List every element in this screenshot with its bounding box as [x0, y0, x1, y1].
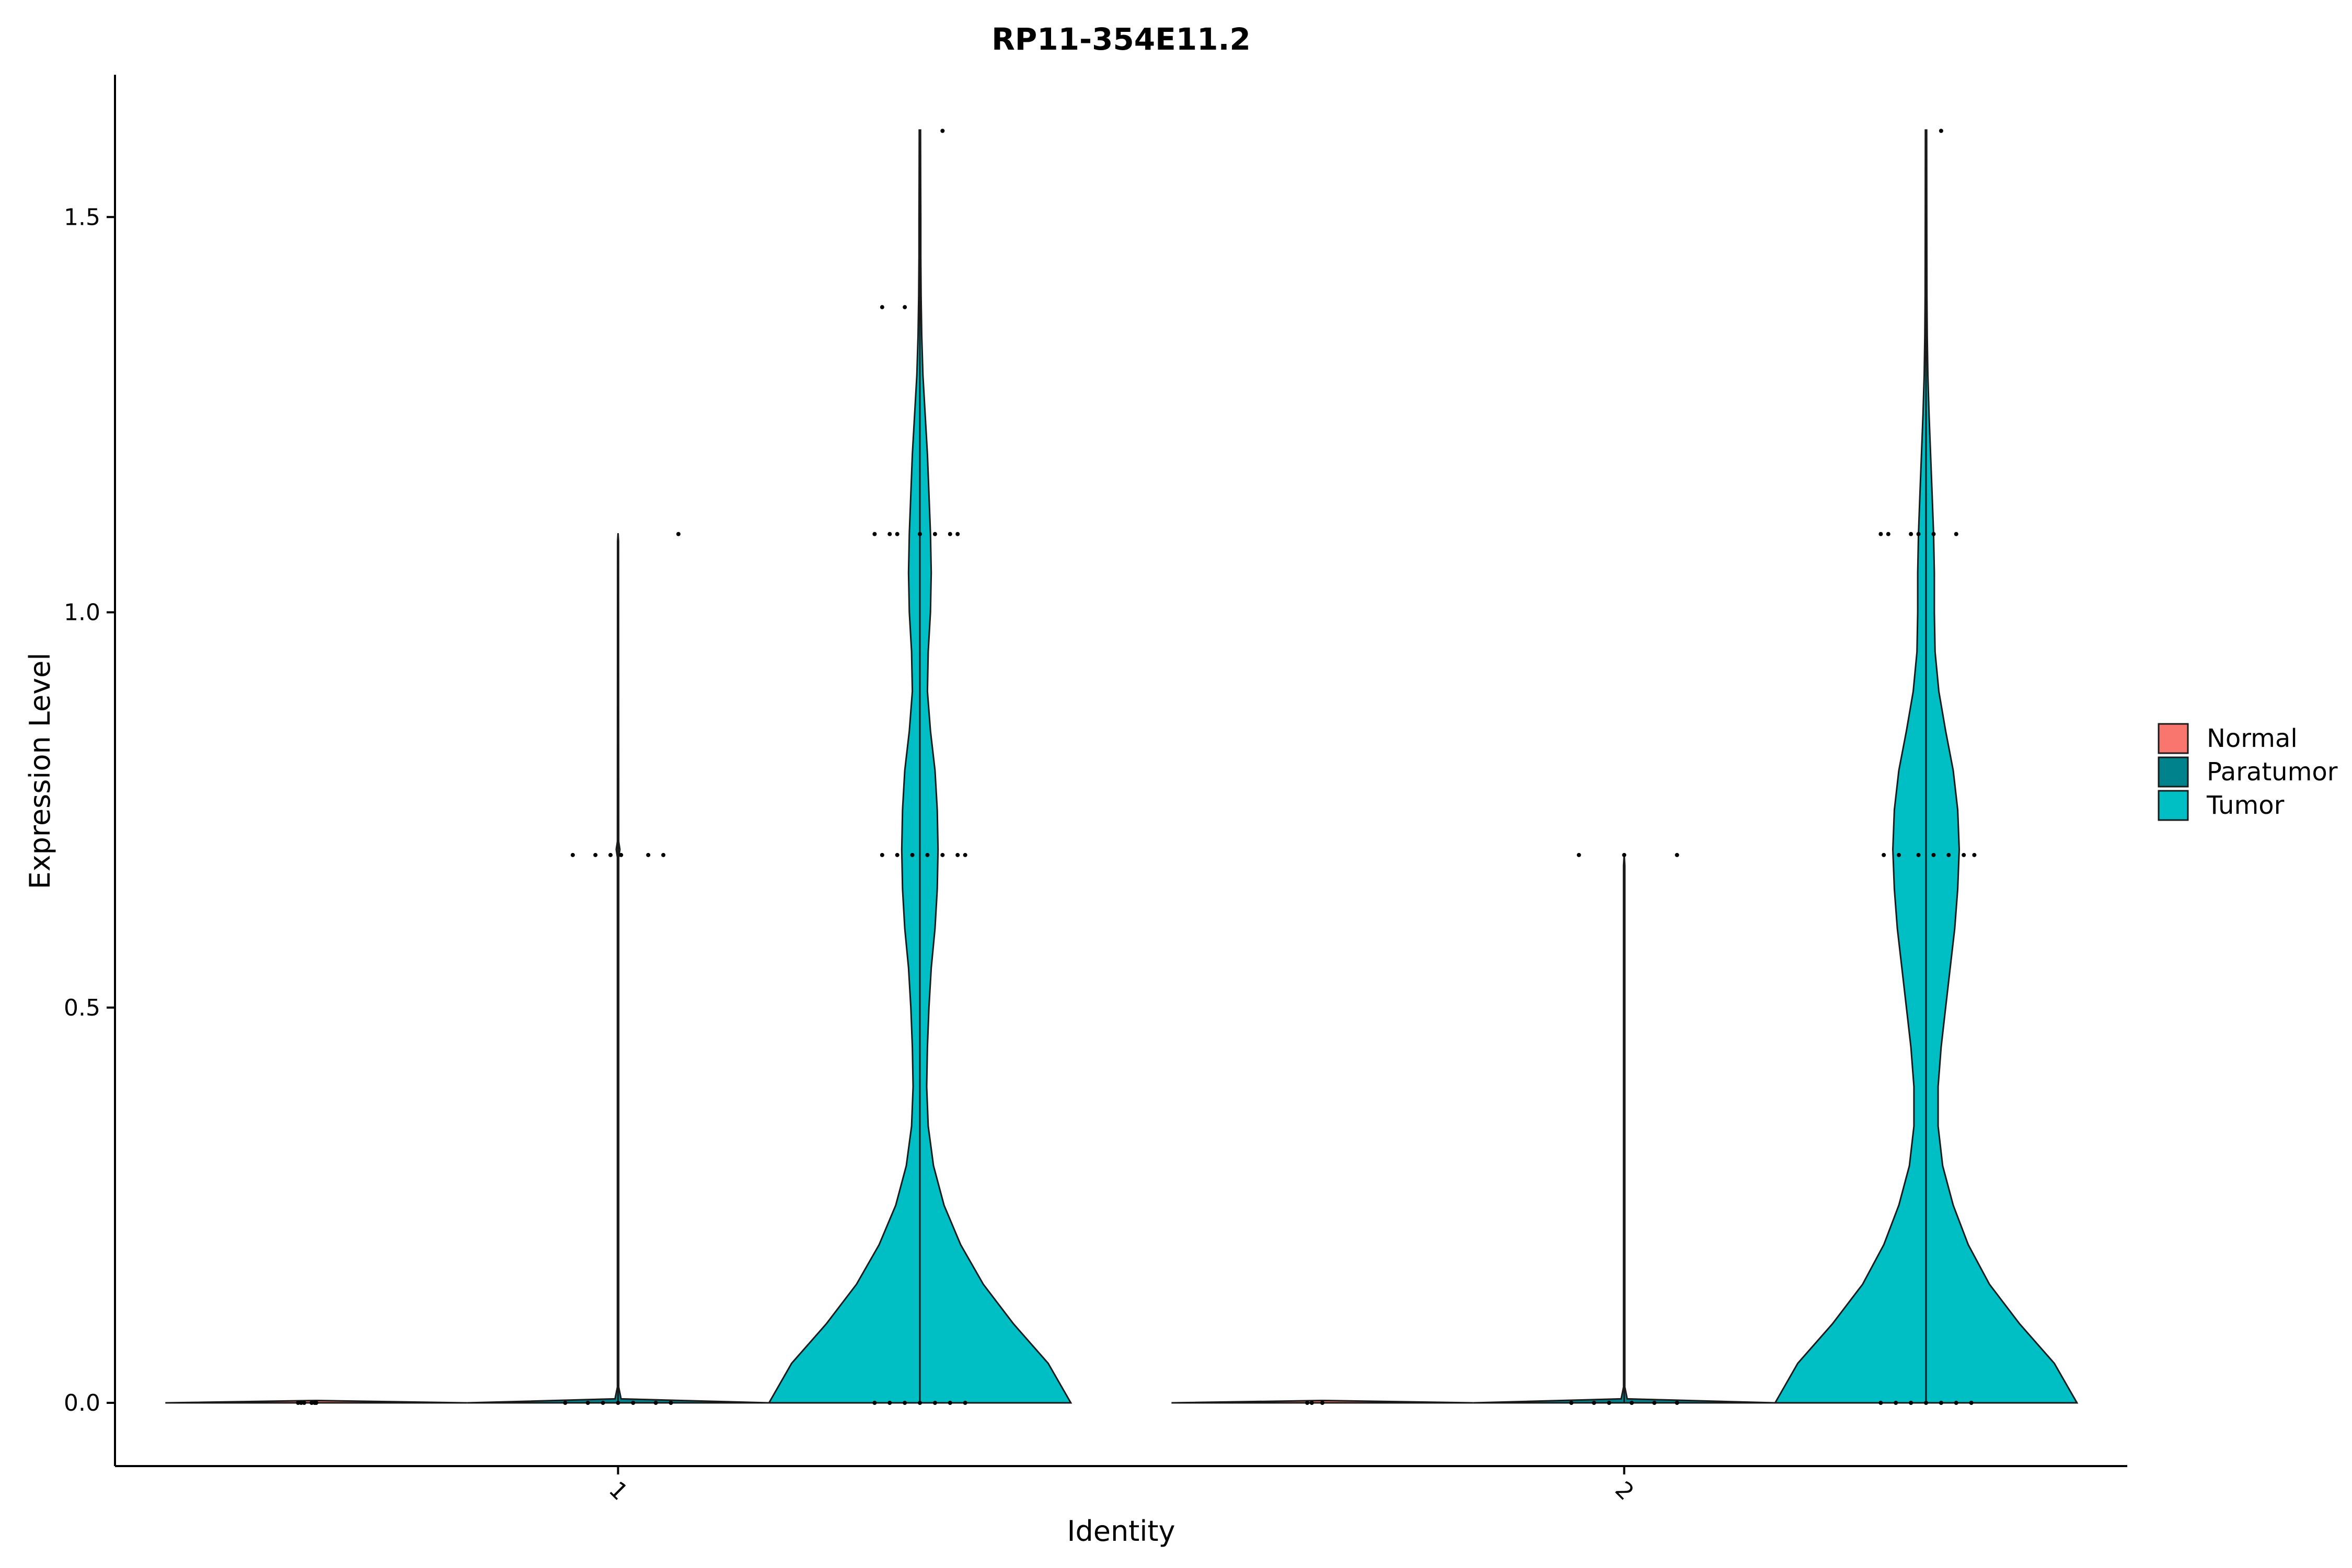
data-point	[302, 1401, 306, 1405]
data-point	[872, 532, 877, 536]
data-point	[1931, 852, 1936, 857]
legend-swatch-paratumor	[2158, 756, 2189, 788]
violins-layer	[165, 129, 2079, 1404]
data-point	[963, 1401, 967, 1405]
data-point	[910, 852, 915, 857]
legend-swatch-normal	[2158, 723, 2189, 754]
data-point	[1931, 532, 1936, 536]
data-point	[880, 852, 884, 857]
data-point	[932, 532, 937, 536]
plot-area	[165, 129, 2079, 1405]
data-point	[1320, 1401, 1324, 1405]
data-point	[1878, 1401, 1883, 1405]
data-point	[887, 532, 892, 536]
data-point	[903, 305, 907, 309]
data-point	[296, 1401, 301, 1405]
data-point	[314, 1401, 318, 1405]
x-axis-label: Identity	[1067, 1515, 1175, 1548]
y-axis-label: Expression Level	[24, 653, 56, 890]
data-point	[1305, 1401, 1310, 1405]
data-point	[646, 852, 651, 857]
data-point	[1916, 852, 1921, 857]
data-point	[608, 852, 613, 857]
data-point	[1882, 852, 1886, 857]
x-tick-label: 2	[1610, 1477, 1639, 1506]
data-point	[940, 852, 945, 857]
data-point	[1576, 852, 1581, 857]
data-point	[1607, 1401, 1611, 1405]
data-point	[1897, 852, 1901, 857]
data-point	[880, 305, 884, 309]
data-point	[1916, 532, 1921, 536]
y-tick-label: 1.5	[64, 204, 100, 230]
data-point	[918, 532, 922, 536]
data-point	[1972, 852, 1977, 857]
legend-label-normal: Normal	[2207, 724, 2298, 753]
data-point	[616, 1401, 620, 1405]
data-point	[1675, 852, 1679, 857]
y-tick-label: 0.5	[64, 995, 100, 1021]
data-point	[1569, 1401, 1574, 1405]
data-point	[1909, 532, 1913, 536]
data-point	[299, 1401, 304, 1405]
data-point	[932, 1401, 937, 1405]
data-point	[570, 852, 575, 857]
data-point	[619, 852, 624, 857]
y-tick-label: 1.0	[64, 599, 100, 626]
data-point	[948, 532, 952, 536]
data-point	[1954, 532, 1958, 536]
data-point	[1629, 1401, 1634, 1405]
legend-swatch-tumor	[2158, 790, 2189, 821]
data-point	[872, 1401, 877, 1405]
data-point	[653, 1401, 658, 1405]
legend: Normal Paratumor Tumor	[2158, 723, 2338, 821]
data-point	[1886, 532, 1890, 536]
data-point	[1946, 852, 1951, 857]
y-axis: 0.0 0.5 1.0 1.5	[64, 75, 116, 1466]
data-point	[918, 1401, 922, 1405]
data-point	[963, 852, 967, 857]
data-point	[940, 129, 945, 133]
data-point	[1909, 1401, 1913, 1405]
y-tick-label: 0.0	[64, 1390, 100, 1416]
data-point	[955, 852, 960, 857]
data-point	[585, 1401, 590, 1405]
data-point	[661, 852, 666, 857]
data-point	[1939, 1401, 1943, 1405]
data-point	[1939, 129, 1943, 133]
data-point	[1675, 1401, 1679, 1405]
data-point	[925, 852, 930, 857]
legend-label-tumor: Tumor	[2206, 791, 2285, 820]
points-layer	[296, 129, 1977, 1405]
data-point	[1894, 1401, 1898, 1405]
data-point	[895, 852, 900, 857]
x-tick-label: 1	[604, 1477, 633, 1506]
data-point	[631, 1401, 636, 1405]
data-point	[1652, 1401, 1657, 1405]
data-point	[563, 1401, 568, 1405]
data-point	[593, 852, 598, 857]
data-point	[895, 532, 900, 536]
data-point	[1954, 1401, 1958, 1405]
data-point	[1878, 532, 1883, 536]
data-point	[601, 1401, 605, 1405]
data-point	[955, 532, 960, 536]
data-point	[1969, 1401, 1974, 1405]
data-point	[1309, 1401, 1314, 1405]
data-point	[948, 1401, 952, 1405]
data-point	[903, 1401, 907, 1405]
data-point	[309, 1401, 314, 1405]
data-point	[1622, 852, 1627, 857]
data-point	[1924, 1401, 1928, 1405]
data-point	[1592, 1401, 1596, 1405]
data-point	[1962, 852, 1966, 857]
data-point	[676, 532, 681, 536]
chart-title: RP11-354E11.2	[991, 21, 1251, 57]
data-point	[887, 1401, 892, 1405]
legend-label-paratumor: Paratumor	[2207, 757, 2338, 787]
data-point	[668, 1401, 673, 1405]
